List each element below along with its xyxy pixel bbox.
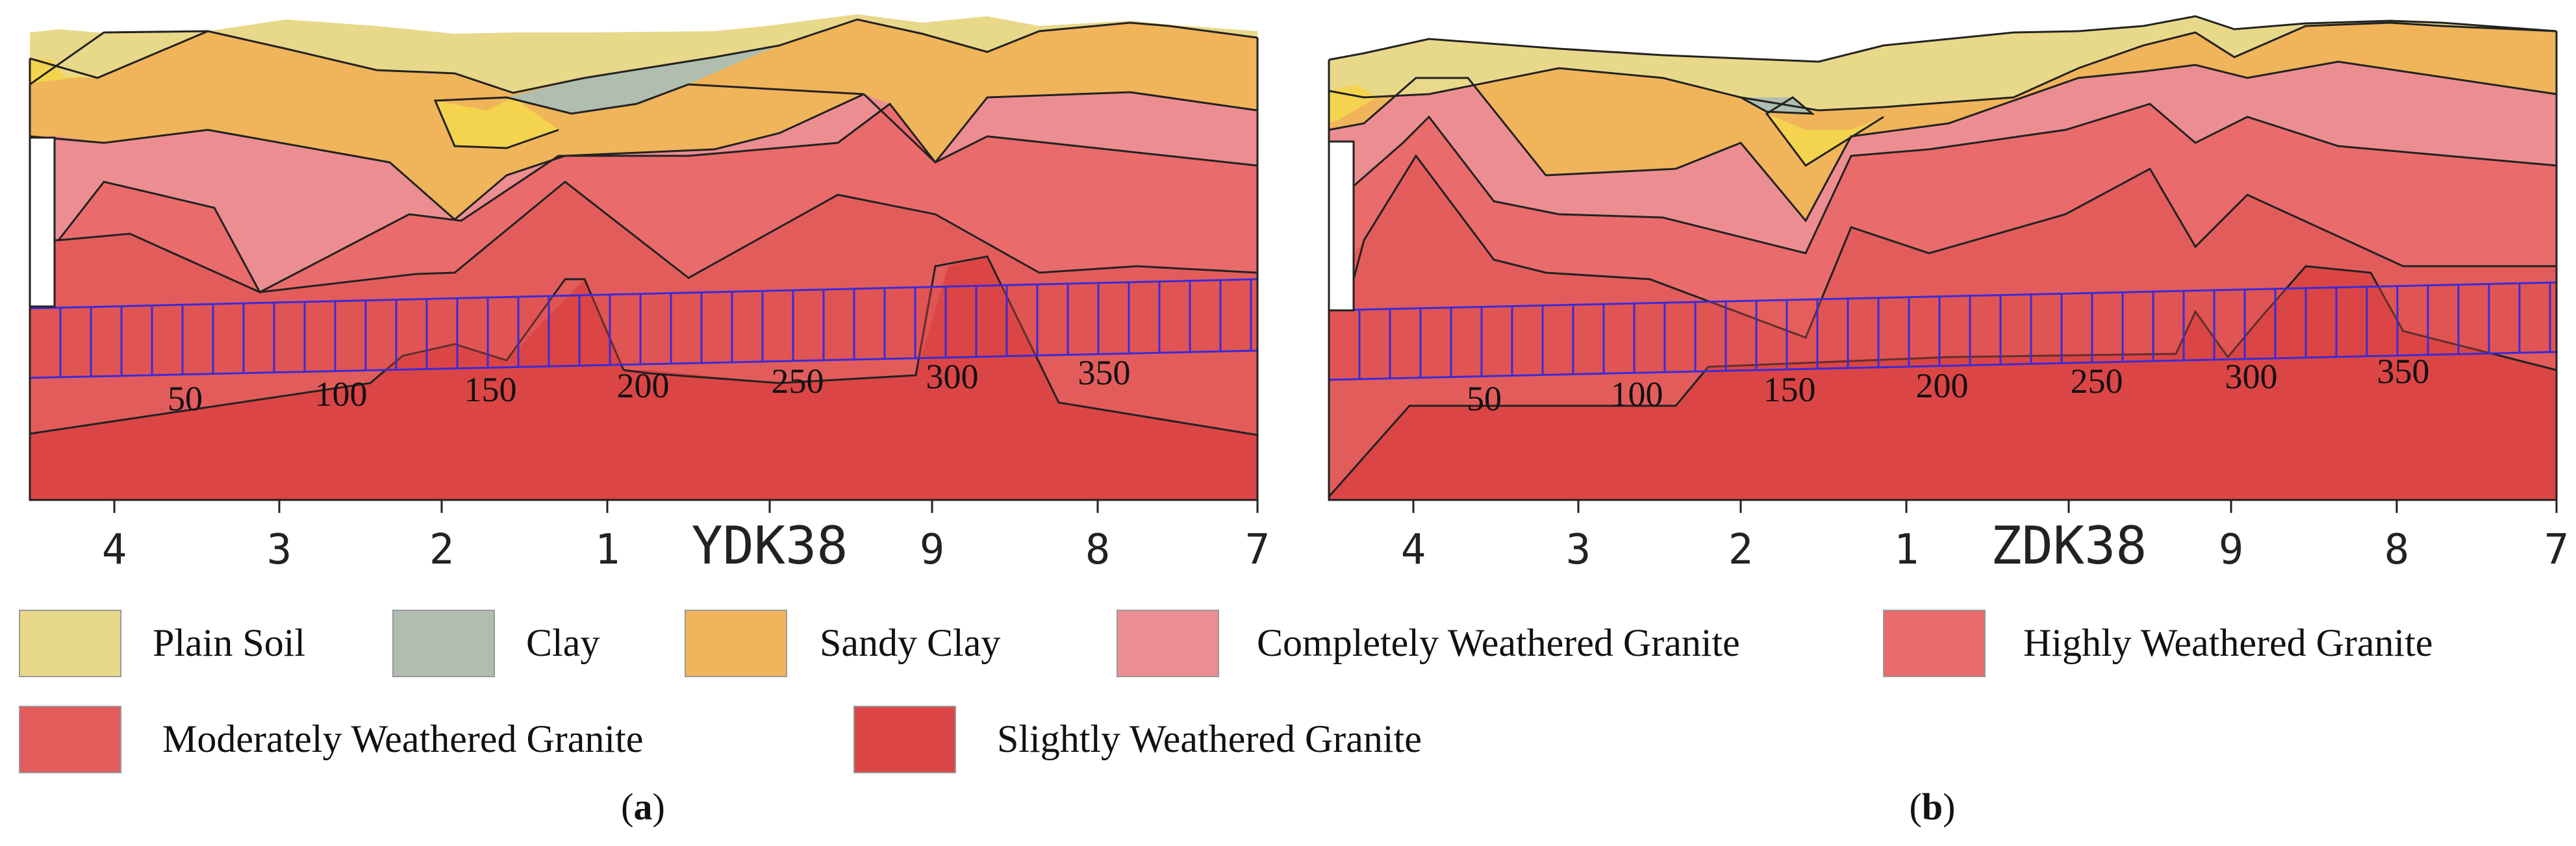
borehole-label: 4	[102, 526, 127, 574]
caption-b: (b)	[1910, 786, 1956, 828]
legend-label-sandy: Sandy Clay	[820, 621, 1000, 664]
station-label: ZDK38	[1991, 516, 2147, 576]
legend-label-mwg: Moderately Weathered Granite	[162, 717, 643, 760]
legend-label-hwg: Highly Weathered Granite	[2023, 621, 2433, 664]
lens-clay-a	[507, 45, 779, 114]
frame-b	[1328, 31, 2558, 501]
chainage-label: 200	[617, 366, 670, 405]
svg-text:(b): (b)	[1910, 786, 1956, 828]
borehole-a	[29, 136, 56, 308]
chainage-label: 300	[926, 357, 979, 396]
sky-a	[30, 0, 1257, 34]
borehole-label: 9	[2219, 526, 2244, 574]
sky-b	[1329, 0, 2557, 62]
panel-b: 4 3 2 1 ZDK38 9 8 7 50 100 150 200 250 3…	[1328, 0, 2570, 576]
caption-letter-b: b	[1922, 786, 1943, 828]
borehole-label: 8	[1085, 526, 1111, 574]
borehole-label: 9	[920, 526, 945, 574]
borehole-label: 2	[429, 526, 455, 574]
boundaries-a	[29, 18, 1258, 436]
chainage-label: 200	[1916, 366, 1969, 405]
chainage-label: 350	[2377, 352, 2430, 391]
legend: Plain Soil Clay Sandy Clay Completely We…	[19, 610, 2433, 773]
legend-label-clay: Clay	[526, 621, 600, 664]
borehole-b	[1328, 140, 1355, 312]
panel-a: 4 3 2 1 YDK38 9 8 7 50 100 150 200 250 3…	[29, 0, 1270, 576]
lens-clay-b	[1741, 97, 1812, 114]
chainage-label: 100	[315, 375, 368, 414]
boundaries-b	[1328, 15, 2557, 497]
borehole-label: 4	[1401, 526, 1426, 574]
borehole-label: 3	[267, 526, 292, 574]
borehole-label: 1	[595, 526, 620, 574]
legend-swatch-cwg	[1117, 610, 1219, 677]
frame-a	[29, 38, 1259, 501]
ticks-b	[1412, 500, 2558, 513]
borehole-label: 8	[2384, 526, 2410, 574]
chainage-label: 250	[2071, 362, 2123, 401]
legend-swatch-clay	[392, 610, 495, 677]
chainage-label: 100	[1611, 375, 1663, 414]
chainage-label: 50	[1467, 379, 1502, 418]
legend-swatch-hwg	[1883, 610, 1986, 677]
svg-text:(a): (a)	[621, 786, 665, 828]
chainage-label: 250	[772, 362, 824, 401]
chainage-label: 350	[1078, 353, 1131, 392]
layer-plain-a	[30, 0, 1257, 93]
legend-label-swg: Slightly Weathered Granite	[997, 717, 1422, 760]
borehole-label: 7	[1245, 526, 1270, 574]
chainage-label: 150	[464, 370, 517, 409]
borehole-label: 3	[1566, 526, 1591, 574]
legend-label-plain: Plain Soil	[153, 621, 305, 664]
borehole-label: 7	[2544, 526, 2570, 574]
chainage-label: 150	[1763, 370, 1816, 409]
legend-label-cwg: Completely Weathered Granite	[1257, 621, 1740, 664]
caption-a: (a)	[621, 786, 665, 828]
lens-2-a	[435, 97, 559, 148]
legend-swatch-swg	[853, 706, 956, 773]
legend-swatch-plain	[19, 610, 121, 677]
chainage-label: 300	[2225, 357, 2278, 396]
station-label: YDK38	[692, 516, 848, 576]
legend-swatch-sandy	[685, 610, 787, 677]
borehole-label: 2	[1728, 526, 1754, 574]
ticks-a	[113, 500, 1259, 513]
lens-plain-a	[30, 58, 84, 83]
borehole-label: 1	[1894, 526, 1919, 574]
chainage-label: 50	[168, 379, 203, 418]
legend-swatch-mwg	[19, 706, 121, 773]
caption-letter-a: a	[634, 786, 653, 828]
lens-plain-b	[1329, 84, 1377, 123]
